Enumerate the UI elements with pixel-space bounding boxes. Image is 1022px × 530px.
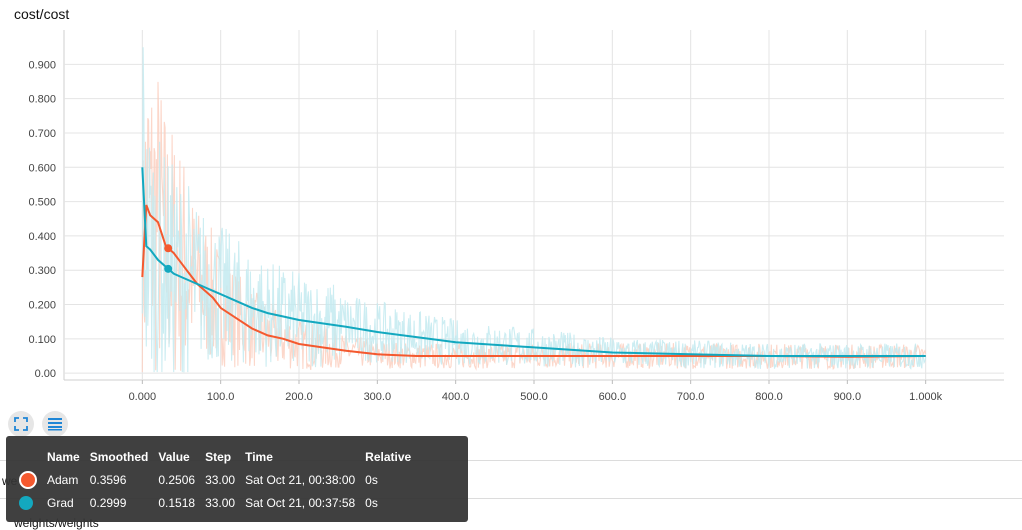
hover-tooltip: Name Smoothed Value Step Time Relative A… (6, 436, 468, 522)
chart-title: cost/cost (14, 6, 70, 22)
raw-line-grad (141, 47, 927, 373)
tooltip-smoothed: 0.3596 (89, 472, 127, 487)
y-tick-label: 0.700 (28, 128, 56, 140)
hover-marker-adam (164, 244, 173, 253)
tooltip-relative: 0s (365, 495, 378, 510)
tooltip-row-grad: Grad 0.2999 0.1518 33.00 Sat Oct 21, 00:… (14, 491, 416, 514)
x-axis-ticks: 0.000 100.0 200.0 300.0 400.0 500.0 600.0 700.0… (129, 391, 943, 403)
section-divider (0, 460, 1022, 461)
y-tick-label: 0.300 (28, 265, 56, 277)
grad-color-dot (19, 495, 33, 510)
x-tick-label: 400.0 (442, 391, 470, 403)
x-tick-label: 600.0 (599, 391, 627, 403)
hover-marker-grad (164, 264, 173, 273)
x-tick-label: 1.000k (909, 391, 943, 403)
highlight-markers (164, 244, 173, 273)
x-tick-label: 500.0 (520, 391, 548, 403)
x-tick-label: 700.0 (677, 391, 705, 403)
col-time: Time (245, 449, 273, 464)
y-tick-label: 0.100 (28, 334, 56, 346)
tooltip-name: Grad (47, 495, 74, 510)
tooltip-row-adam: Adam 0.3596 0.2506 33.00 Sat Oct 21, 00:… (14, 468, 416, 491)
x-tick-label: 900.0 (834, 391, 862, 403)
y-tick-label: 0.900 (28, 59, 56, 71)
y-tick-label: 0.800 (28, 94, 56, 106)
x-tick-label: 100.0 (207, 391, 235, 403)
col-value: Value (158, 449, 190, 464)
tooltip-name: Adam (47, 472, 79, 487)
y-tick-label: 0.500 (28, 197, 56, 209)
tooltip-time: Sat Oct 21, 00:38:00 (245, 472, 356, 487)
y-tick-label: 0.200 (28, 300, 56, 312)
adam-color-dot (19, 470, 37, 489)
col-relative: Relative (365, 449, 412, 464)
y-tick-label: 0.00 (35, 368, 56, 380)
y-tick-label: 0.600 (28, 162, 56, 174)
tooltip-relative: 0s (365, 472, 378, 487)
tooltip-value: 0.1518 (158, 495, 196, 510)
expand-icon (14, 417, 28, 431)
tooltip-step: 33.00 (205, 472, 236, 487)
x-tick-label: 200.0 (285, 391, 313, 403)
tooltip-smoothed: 0.2999 (89, 495, 127, 510)
col-smoothed: Smoothed (89, 449, 149, 464)
tooltip-value: 0.2506 (158, 472, 196, 487)
x-tick-label: 800.0 (755, 391, 783, 403)
expand-button[interactable] (8, 411, 34, 437)
tooltip-time: Sat Oct 21, 00:37:58 (245, 495, 356, 510)
chart-grid (63, 30, 1004, 384)
x-tick-label: 300.0 (364, 391, 392, 403)
col-name: Name (47, 449, 80, 464)
tooltip-step: 33.00 (205, 495, 236, 510)
tooltip-header-row: Name Smoothed Value Step Time Relative (14, 445, 416, 468)
x-tick-label: 0.000 (129, 391, 157, 403)
y-tick-label: 0.400 (28, 231, 56, 243)
tooltip-table: Name Smoothed Value Step Time Relative A… (14, 445, 416, 514)
y-axis-ticks: 0.00 0.100 0.200 0.300 0.400 0.500 0.600 0.700 0… (28, 59, 56, 380)
col-step: Step (205, 449, 232, 464)
data-table-icon (48, 418, 62, 431)
section-divider (0, 498, 1022, 499)
raw-series-layer (141, 47, 927, 373)
toggle-data-button[interactable] (42, 411, 68, 437)
line-chart[interactable]: 0.00 0.100 0.200 0.300 0.400 0.500 0.600 0.700 0… (0, 0, 1022, 410)
